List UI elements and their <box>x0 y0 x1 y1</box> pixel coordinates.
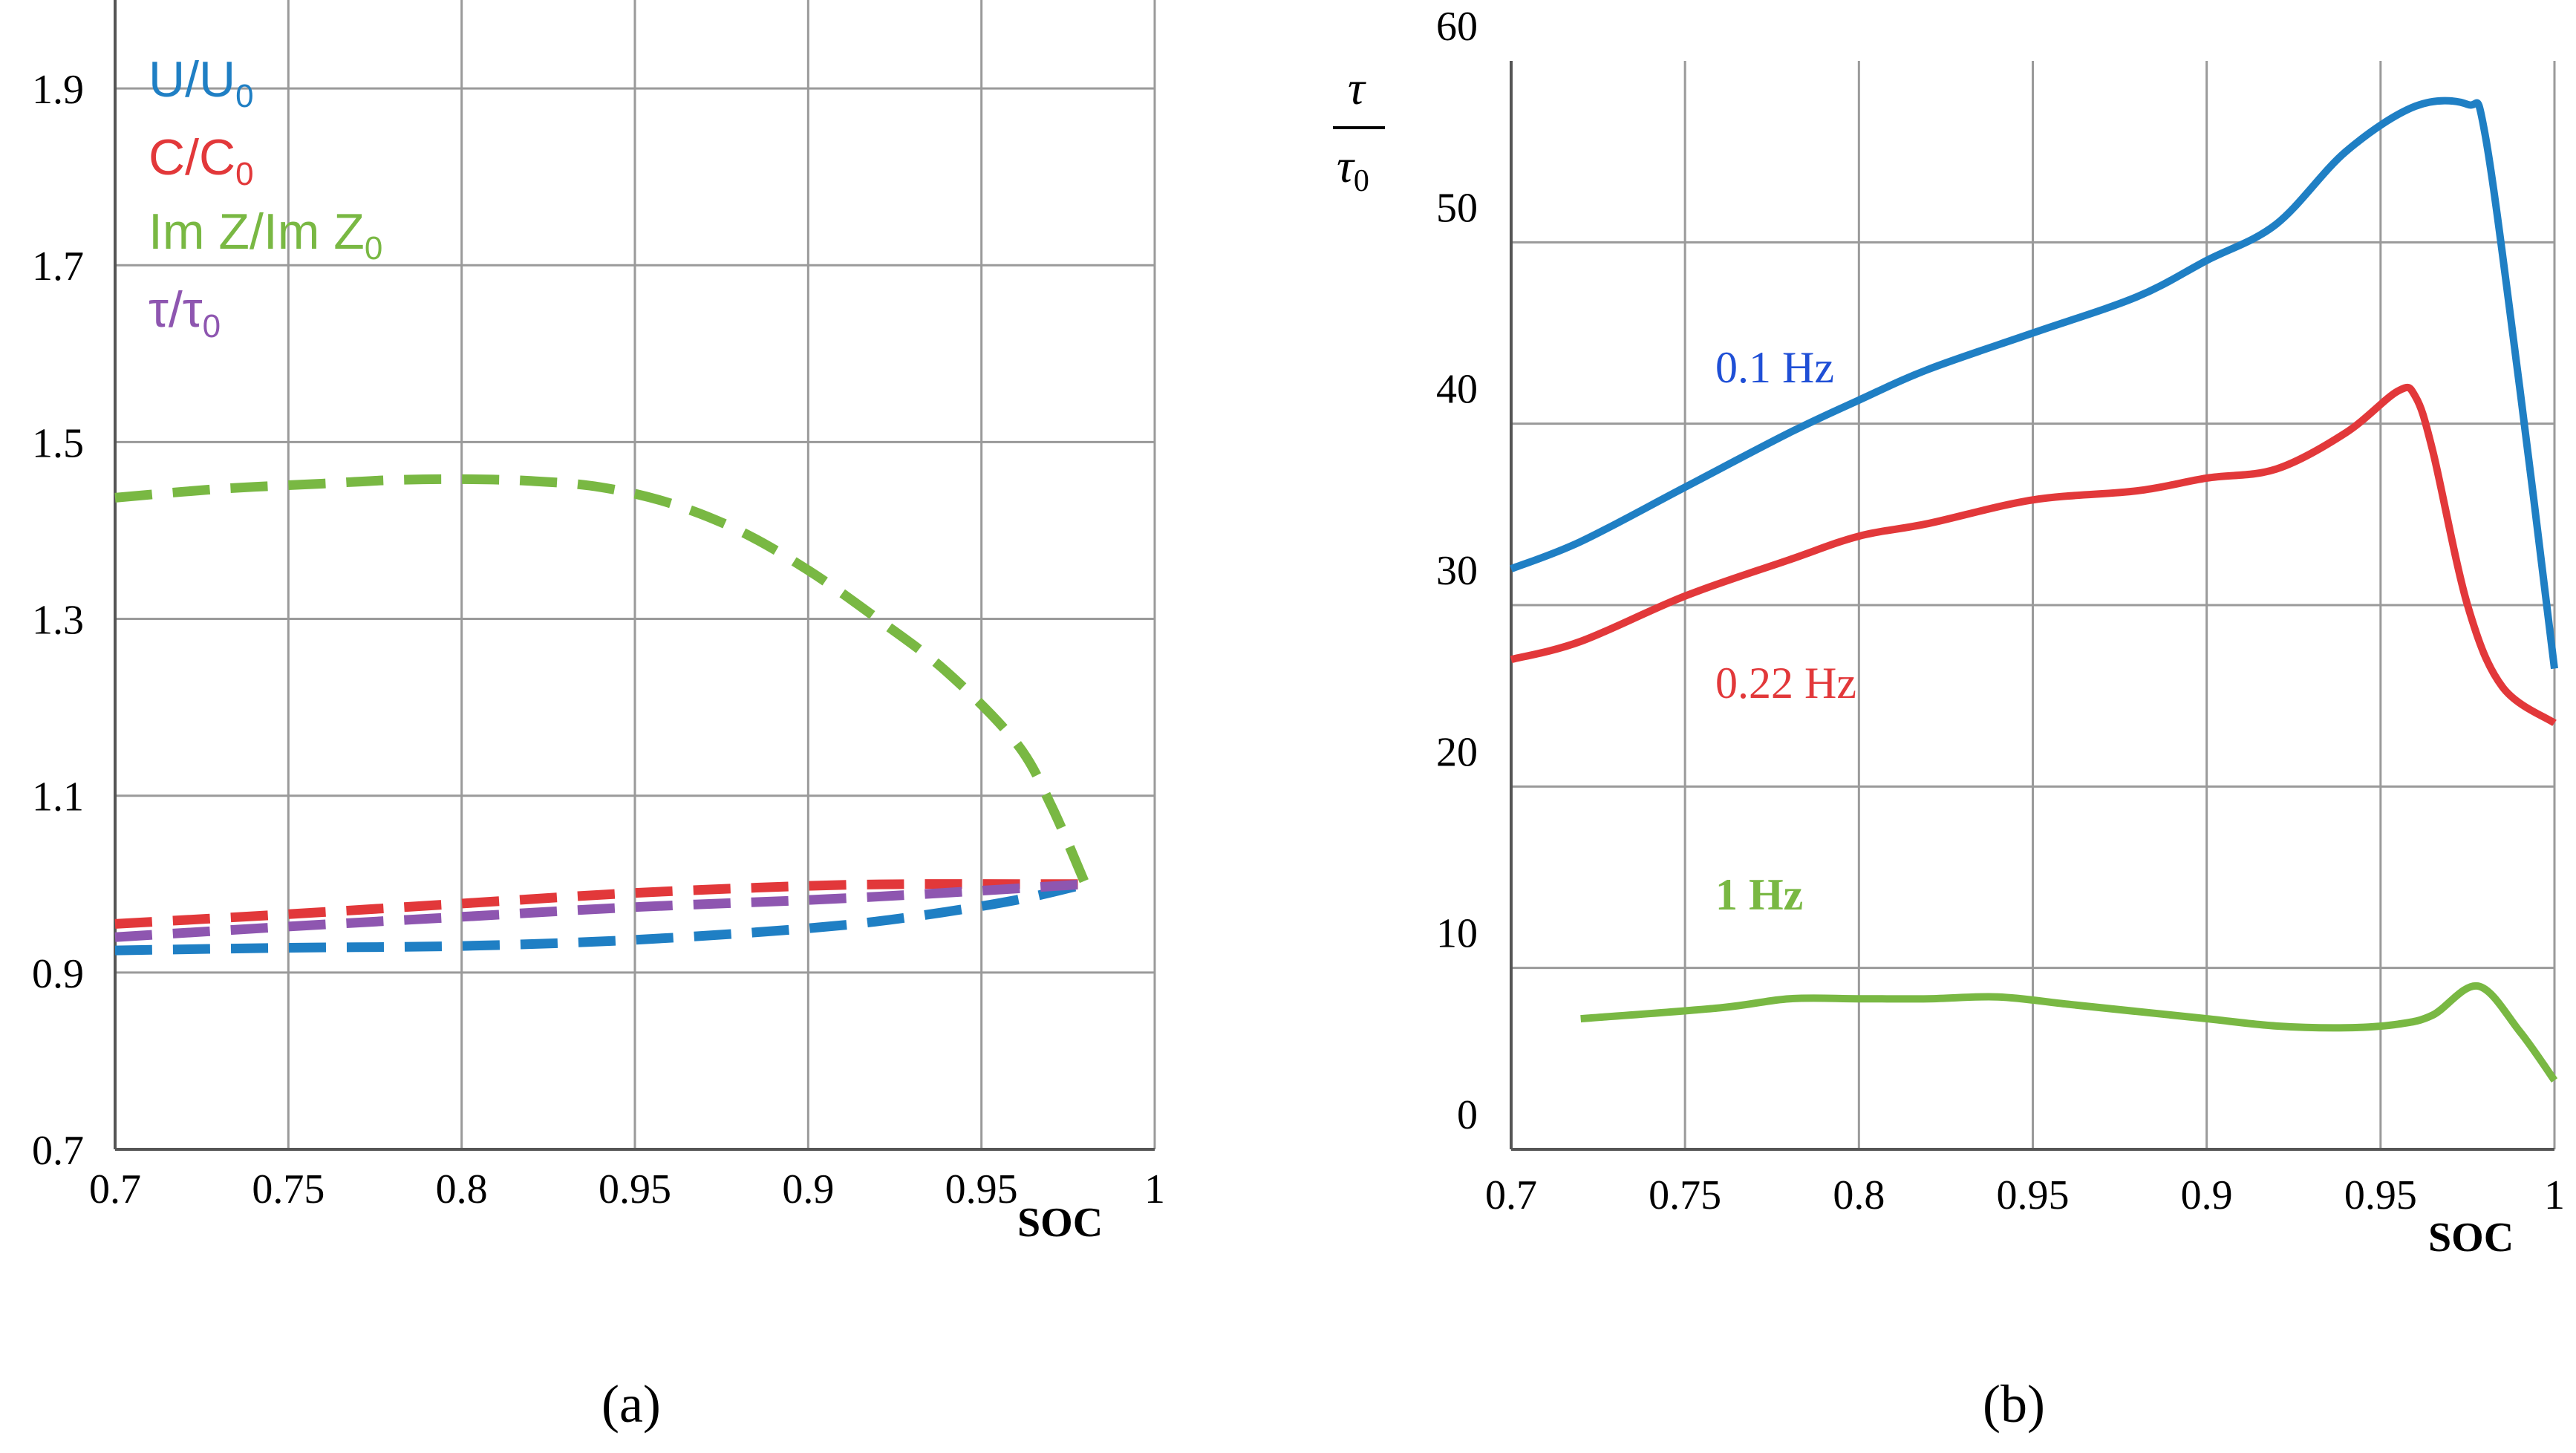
legend-tau-tau0: τ/τ0 <box>149 281 221 345</box>
y-label-denominator: τ0 <box>1337 140 1369 198</box>
y-tick-label: 1.3 <box>32 598 84 644</box>
y-label-numerator: τ <box>1348 62 1366 114</box>
y-tick-label: 10 <box>1436 911 1478 957</box>
panel-a-x-axis-label: SOC <box>1017 1200 1103 1246</box>
y-tick-label: 50 <box>1436 185 1478 231</box>
legend-c-c0: C/C0 <box>149 129 254 192</box>
y-tick-label: 1.1 <box>32 774 84 820</box>
y-tick-label: 40 <box>1436 367 1478 413</box>
x-tick-label: 1 <box>1144 1166 1165 1212</box>
x-tick-label: 0.95 <box>599 1166 671 1212</box>
panel-a-legend: U/U0 C/C0 Im Z/Im Z0 τ/τ0 <box>149 51 382 345</box>
y-tick-label: 60 <box>1436 4 1478 50</box>
y-tick-label: 1.5 <box>32 420 84 466</box>
y-tick-label: 1.7 <box>32 244 84 290</box>
y-tick-label: 0.9 <box>32 951 84 997</box>
legend-imz-imz0: Im Z/Im Z0 <box>149 203 382 267</box>
label-0-1-hz: 0.1 Hz <box>1715 343 1834 392</box>
series-line-u-u-0 <box>114 879 1087 956</box>
series-line-1-hz-2 <box>1580 982 2558 1083</box>
x-tick-label: 0.9 <box>782 1166 834 1212</box>
x-tick-label: 0.95 <box>1997 1172 2070 1218</box>
x-tick-label: 0.95 <box>2344 1172 2417 1218</box>
caption-b: (b) <box>1983 1374 2045 1434</box>
y-tick-label: 20 <box>1436 729 1478 775</box>
y-tick-label: 1.9 <box>32 67 84 113</box>
series-line-0-1-hz-0 <box>1510 97 2558 670</box>
x-tick-label: 0.7 <box>89 1166 141 1212</box>
legend-u-u0: U/U0 <box>149 51 254 114</box>
label-1-hz: 1 Hz <box>1715 870 1803 919</box>
panel-a-ticks: 0.7 0.75 0.8 0.95 0.9 0.95 1 0.7 0.9 1.1 1.3 1.5 1.7… <box>32 67 1165 1212</box>
y-tick-label: 30 <box>1436 548 1478 594</box>
y-tick-label: 0.7 <box>32 1128 84 1174</box>
label-0-22-hz: 0.22 Hz <box>1715 659 1856 708</box>
series-line-im-z-im-z-2 <box>114 474 1090 887</box>
x-tick-label: 0.8 <box>436 1166 488 1212</box>
panel-b-y-axis-label: τ τ0 <box>1333 62 1385 198</box>
panel-b-series <box>1510 97 2558 1083</box>
series-line-c-c-1 <box>114 879 1086 929</box>
y-tick-label: 0 <box>1457 1092 1478 1138</box>
x-tick-label: 0.8 <box>1833 1172 1885 1218</box>
panel-b-grid <box>1510 61 2556 1151</box>
x-tick-label: 0.75 <box>1649 1172 1721 1218</box>
caption-a: (a) <box>601 1374 661 1434</box>
series-line-0-22-hz-1 <box>1510 383 2557 727</box>
x-tick-label: 0.75 <box>252 1166 325 1212</box>
panel-b-x-axis-label: SOC <box>2428 1215 2514 1261</box>
x-tick-label: 0.95 <box>945 1166 1018 1212</box>
panel-a: 0.7 0.75 0.8 0.95 0.9 0.95 1 0.7 0.9 1.1 1.3 1.5 1.7… <box>32 0 1165 1434</box>
series-line---3 <box>114 879 1086 942</box>
x-tick-label: 0.7 <box>1485 1172 1537 1218</box>
panel-a-grid <box>114 0 1156 1151</box>
panel-a-series <box>114 474 1090 956</box>
x-tick-label: 1 <box>2544 1172 2565 1218</box>
x-tick-label: 0.9 <box>2181 1172 2233 1218</box>
